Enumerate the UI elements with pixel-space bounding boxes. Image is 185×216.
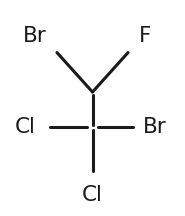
Text: F: F — [139, 25, 152, 46]
Text: Cl: Cl — [82, 185, 103, 205]
Text: Cl: Cl — [15, 117, 36, 137]
Text: Br: Br — [143, 117, 166, 137]
Text: Br: Br — [23, 25, 47, 46]
